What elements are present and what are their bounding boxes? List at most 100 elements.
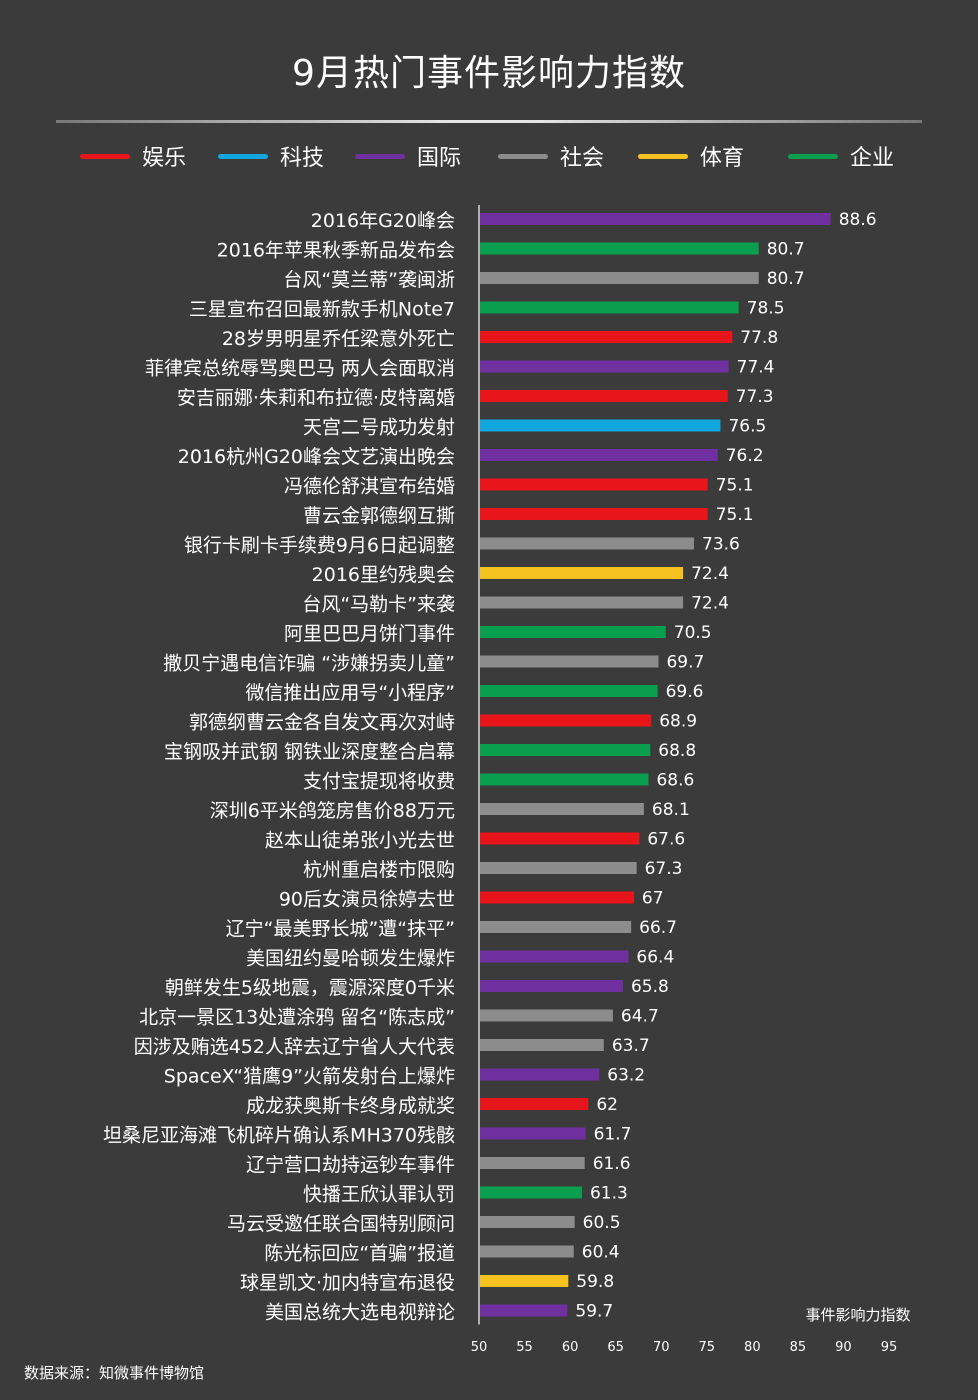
bar [480,921,632,933]
category-label: 宝钢吸并武钢 钢铁业深度整合启幕 [164,741,455,763]
legend-swatch [80,153,130,159]
data-label: 77.3 [736,387,774,407]
x-tick-label: 90 [835,1340,852,1355]
data-label: 80.7 [767,240,805,260]
bar [480,478,708,491]
bar [480,773,649,786]
legend-label: 体育 [700,146,745,171]
category-label: 2016年苹果秋季新品发布会 [217,240,455,262]
bar [480,567,684,579]
bar [480,1127,586,1140]
data-label: 68.9 [659,712,697,732]
data-label: 67.3 [645,859,683,879]
data-label: 72.4 [691,564,729,584]
category-label: 曹云金郭德纲互撕 [303,505,455,527]
legend-swatch [355,153,405,159]
data-label: 61.6 [593,1154,631,1174]
data-label: 60.4 [582,1243,620,1263]
x-tick-label: 80 [744,1340,761,1355]
x-tick-label: 50 [471,1340,488,1355]
bar [480,714,652,727]
category-label: 因涉及贿选452人辞去辽宁省人大代表 [134,1036,455,1058]
legend-item: 娱乐 [80,138,186,174]
category-label: 辽宁“最美野长城”遭“抹平” [226,918,455,940]
data-label: 72.4 [691,594,729,614]
category-label: 成龙获奥斯卡终身成就奖 [246,1095,455,1117]
category-label: 朝鲜发生5级地震，震源深度0千米 [165,977,455,999]
category-label: 坦桑尼亚海滩飞机碎片确认系MH370残骸 [103,1125,455,1147]
legend-item: 社会 [498,138,604,174]
category-label: 美国总统大选电视辩论 [265,1302,455,1324]
x-tick-label: 95 [881,1340,898,1355]
data-label: 69.6 [666,682,704,702]
bar [480,1009,613,1022]
data-label: 77.8 [740,328,778,348]
legend-label: 娱乐 [142,146,187,171]
data-label: 67.6 [647,830,685,850]
category-label: 美国纽约曼哈顿发生爆炸 [246,948,455,970]
category-label: 马云受邀任联合国特别顾问 [227,1213,455,1235]
chart-title: 9月热门事件影响力指数 [292,53,686,94]
data-label: 65.8 [631,977,669,997]
bar [480,508,708,520]
chart-legend: 娱乐 科技 国际 社会 体育 企业 [80,138,940,174]
category-label: 冯德伦舒淇宣布结婚 [284,476,455,498]
category-label: 90后女演员徐婷去世 [279,889,455,911]
data-label: 70.5 [674,623,712,643]
category-label: 银行卡刷卡手续费9月6日起调整 [184,535,455,557]
bar [480,242,759,255]
data-label: 67 [642,889,664,909]
bar [480,301,739,314]
bar [480,1186,582,1199]
category-label: 支付宝提现将收费 [303,771,455,793]
category-label: 微信推出应用号“小程序” [245,682,455,704]
x-tick-label: 75 [699,1340,716,1355]
legend-label: 科技 [280,146,325,171]
data-label: 75.1 [716,505,754,525]
bar [480,1098,589,1110]
x-tick-label: 85 [790,1340,807,1355]
bar [480,331,733,343]
category-label: 赵本山徒弟张小光去世 [265,830,455,852]
bar [480,1039,604,1051]
bar [480,1245,574,1258]
bar [480,685,658,697]
data-label: 61.3 [590,1184,628,1204]
bar [480,744,651,756]
category-label: 辽宁营口劫持运钞车事件 [246,1154,455,1176]
category-label: 台风“莫兰蒂”袭闽浙 [283,269,455,291]
category-label: 菲律宾总统辱骂奥巴马 两人会面取消 [145,358,455,380]
data-label: 59.8 [576,1272,614,1292]
data-label: 59.7 [575,1302,613,1322]
category-label: 三星宣布召回最新款手机Note7 [189,299,455,321]
category-label: 28岁男明星乔任梁意外死亡 [222,328,455,350]
data-label: 76.2 [726,446,764,466]
bar [480,213,831,225]
data-label: 68.1 [652,800,690,820]
x-axis-title: 事件影响力指数 [805,1306,910,1324]
category-label: 深圳6平米鸽笼房售价88万元 [210,800,455,822]
data-label: 69.7 [666,653,704,673]
bar [480,1216,575,1228]
category-label: 杭州重启楼市限购 [303,859,455,881]
category-label: 天宫二号成功发射 [303,417,455,439]
legend-item: 企业 [788,138,894,174]
legend-label: 社会 [560,146,605,171]
category-label: 2016年G20峰会 [311,210,455,232]
bar [480,1157,585,1169]
data-label: 77.4 [737,358,775,378]
bar [480,980,623,992]
bar [480,1275,569,1287]
category-label: 2016里约残奥会 [312,564,455,586]
bar [480,272,759,284]
category-label: 撒贝宁遇电信诈骗 “涉嫌拐卖儿童” [163,653,455,675]
bar [480,537,695,550]
data-label: 66.4 [636,948,674,968]
bar [480,1304,568,1317]
bar [480,803,644,815]
category-label: 安吉丽娜·朱莉和布拉德·皮特离婚 [177,387,455,409]
data-label: 73.6 [702,535,740,555]
category-label: SpaceX“猎鹰9”火箭发射台上爆炸 [164,1066,455,1088]
data-label: 63.2 [607,1066,645,1086]
